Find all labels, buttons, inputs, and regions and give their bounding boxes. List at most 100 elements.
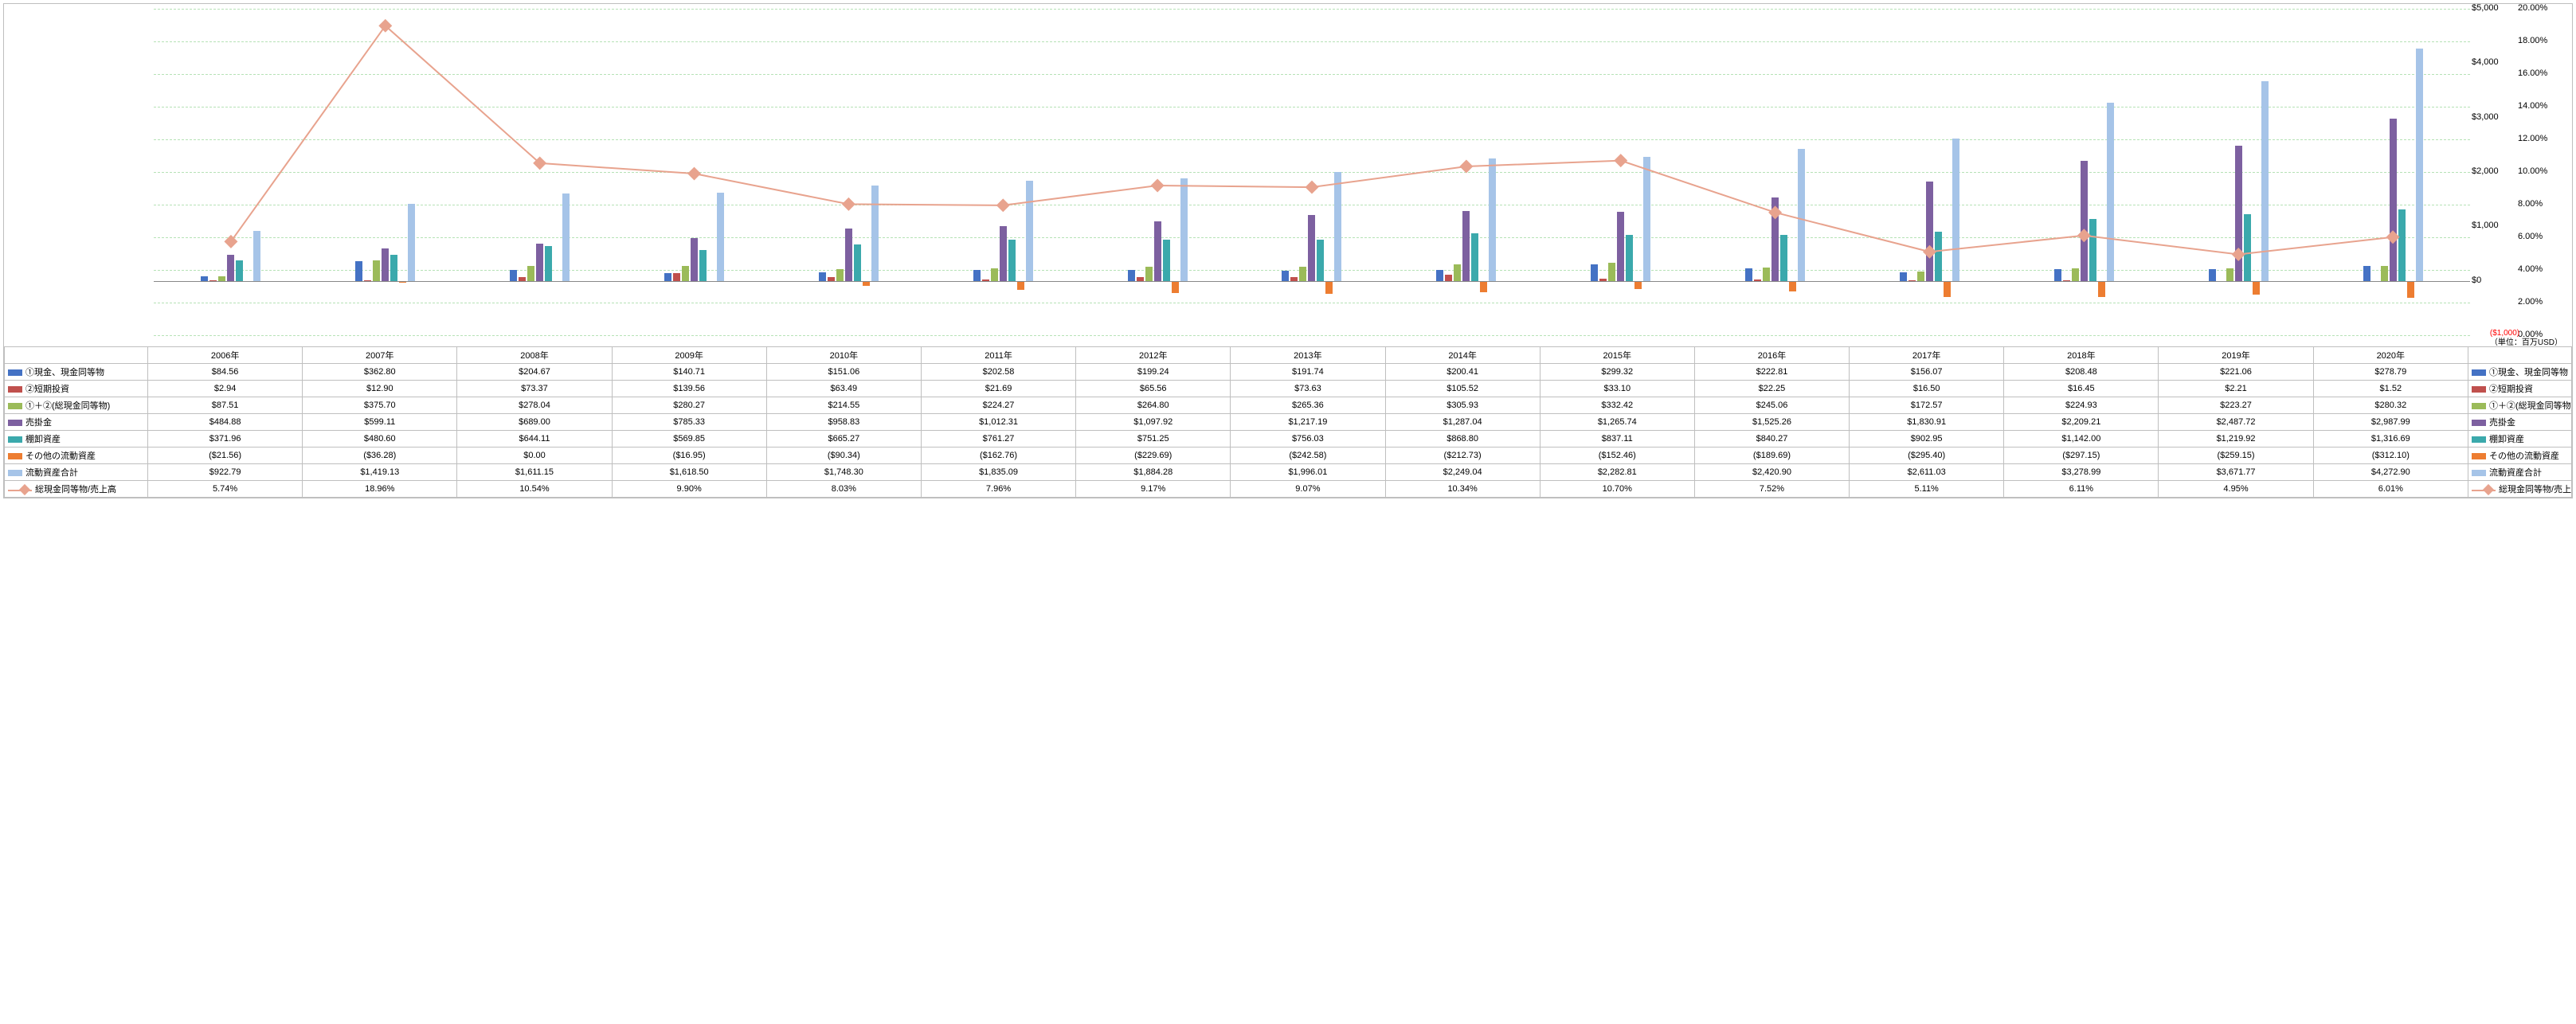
plot-area-wrap: $0$1,000$2,000$3,000$4,000$5,000 0.00%2.… [10, 9, 2566, 343]
table-cell: $868.80 [1385, 431, 1540, 448]
table-cell: $16.45 [2004, 381, 2159, 397]
table-cell: $1,618.50 [612, 464, 766, 481]
table-cell: $756.03 [1231, 431, 1385, 448]
marker-s8 [2233, 248, 2244, 260]
table-year-header: 2018年 [2004, 347, 2159, 364]
legend-swatch-line [2472, 486, 2496, 494]
series-label-right: 売掛金 [2468, 414, 2572, 431]
y-right-tick: 18.00% [2518, 36, 2566, 45]
table-cell: 5.74% [148, 481, 303, 498]
table-row: ①＋②(総現金同等物)$87.51$375.70$278.04$280.27$2… [5, 397, 2572, 414]
axis-unit-note: ($1,000) （単位：百万USD） [2490, 329, 2562, 348]
marker-s8 [2078, 230, 2089, 241]
table-cell: $1,835.09 [921, 464, 1075, 481]
legend-swatch-bar [8, 403, 22, 409]
y-left-tick: $2,000 [2472, 166, 2519, 176]
table-cell: $265.36 [1231, 397, 1385, 414]
series-label-text: 棚卸資産 [25, 435, 61, 444]
series-label-right: 総現金同等物/売上高 [2468, 481, 2572, 498]
table-cell: 5.11% [1850, 481, 2004, 498]
table-cell: $278.04 [457, 397, 612, 414]
table-cell: $1,316.69 [2313, 431, 2468, 448]
table-cell: ($189.69) [1694, 448, 1849, 464]
series-label-text: 総現金同等物/売上高 [35, 485, 116, 494]
table-cell: ($36.28) [303, 448, 457, 464]
table-year-header: 2006年 [148, 347, 303, 364]
table-cell: $362.80 [303, 364, 457, 381]
legend-swatch-bar [2472, 470, 2486, 476]
table-cell: $1,287.04 [1385, 414, 1540, 431]
series-label-left: ②短期投資 [5, 381, 148, 397]
table-cell: $1,012.31 [921, 414, 1075, 431]
table-cell: $156.07 [1850, 364, 2004, 381]
table-cell: ($162.76) [921, 448, 1075, 464]
table-year-header: 2020年 [2313, 347, 2468, 364]
table-cell: ($21.56) [148, 448, 303, 464]
table-cell: $2,987.99 [2313, 414, 2468, 431]
table-cell: ($16.95) [612, 448, 766, 464]
series-label-right: その他の流動資産 [2468, 448, 2572, 464]
table-cell: $202.58 [921, 364, 1075, 381]
y-left-tick: $0 [2472, 276, 2519, 285]
table-cell: $1,525.26 [1694, 414, 1849, 431]
series-label-left: その他の流動資産 [5, 448, 148, 464]
table-cell: 4.95% [2159, 481, 2313, 498]
neg-sample-label: ($1,000) [2490, 329, 2519, 338]
table-cell: $2,249.04 [1385, 464, 1540, 481]
table-cell: $332.42 [1540, 397, 1694, 414]
marker-s8 [1924, 246, 1935, 257]
marker-s8 [1152, 180, 1163, 191]
marker-s8 [1615, 155, 1627, 166]
table-cell: $84.56 [148, 364, 303, 381]
table-cell: $3,671.77 [2159, 464, 2313, 481]
table-cell: 6.01% [2313, 481, 2468, 498]
y-right-tick: 2.00% [2518, 297, 2566, 307]
table-year-header: 2010年 [766, 347, 921, 364]
table-cell: $689.00 [457, 414, 612, 431]
line-s8 [231, 25, 2393, 254]
table-cell: 10.54% [457, 481, 612, 498]
table-cell: $151.06 [766, 364, 921, 381]
legend-swatch-bar [2472, 403, 2486, 409]
legend-swatch-bar [8, 420, 22, 426]
table-cell: $224.27 [921, 397, 1075, 414]
table-cell: $12.90 [303, 381, 457, 397]
table-cell: ($152.46) [1540, 448, 1694, 464]
table-row: 売掛金$484.88$599.11$689.00$785.33$958.83$1… [5, 414, 2572, 431]
y-right-tick: 20.00% [2518, 3, 2566, 13]
table-cell: $480.60 [303, 431, 457, 448]
table-cell: $221.06 [2159, 364, 2313, 381]
marker-s8 [997, 200, 1008, 211]
table-cell: $1.52 [2313, 381, 2468, 397]
series-label-left: 売掛金 [5, 414, 148, 431]
y-axis-left: $0$1,000$2,000$3,000$4,000$5,000 [2472, 9, 2519, 343]
y-right-tick: 10.00% [2518, 166, 2566, 176]
y-left-tick: $1,000 [2472, 221, 2519, 230]
table-cell: $4,272.90 [2313, 464, 2468, 481]
series-label-text: その他の流動資産 [25, 451, 96, 461]
legend-swatch-bar [8, 386, 22, 393]
data-table: 2006年2007年2008年2009年2010年2011年2012年2013年… [4, 346, 2572, 498]
series-label-text: 売掛金 [25, 418, 52, 428]
plot-area [154, 9, 2470, 335]
series-label-right: 棚卸資産 [2468, 431, 2572, 448]
table-cell: $1,748.30 [766, 464, 921, 481]
table-row: 棚卸資産$371.96$480.60$644.11$569.85$665.27$… [5, 431, 2572, 448]
table-cell: $222.81 [1694, 364, 1849, 381]
y-left-tick: $4,000 [2472, 57, 2519, 67]
table-cell: $191.74 [1231, 364, 1385, 381]
table-cell: 8.03% [766, 481, 921, 498]
table-cell: $375.70 [303, 397, 457, 414]
series-label-text: 流動資産合計 [25, 468, 78, 478]
table-corner-right [2468, 347, 2572, 364]
table-year-header: 2019年 [2159, 347, 2313, 364]
table-cell: $958.83 [766, 414, 921, 431]
series-label-text: ②短期投資 [2489, 385, 2533, 394]
marker-s8 [843, 198, 854, 209]
legend-swatch-line [8, 486, 32, 494]
table-year-header: 2007年 [303, 347, 457, 364]
series-label-left: ①現金、現金同等物 [5, 364, 148, 381]
y-right-tick: 12.00% [2518, 134, 2566, 143]
table-year-header: 2016年 [1694, 347, 1849, 364]
y-right-tick: 6.00% [2518, 232, 2566, 241]
